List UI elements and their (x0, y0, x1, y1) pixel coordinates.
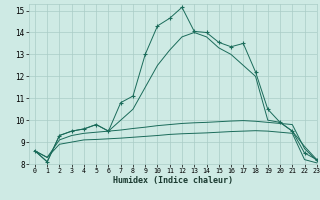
X-axis label: Humidex (Indice chaleur): Humidex (Indice chaleur) (113, 176, 233, 185)
